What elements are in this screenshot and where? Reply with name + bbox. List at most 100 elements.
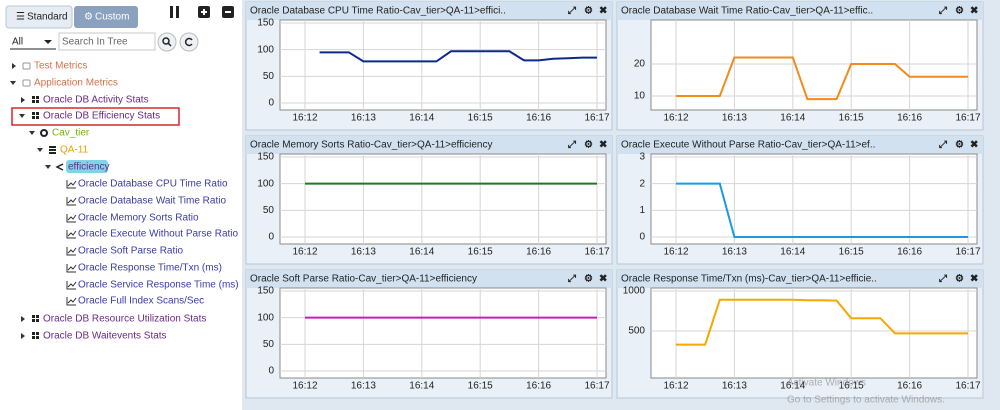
search-input[interactable] <box>58 32 156 51</box>
panel-icon[interactable]: ⚙ <box>955 140 964 151</box>
series-line <box>676 298 968 346</box>
panel-icon[interactable]: ✖ <box>970 274 978 285</box>
series-line <box>319 50 597 63</box>
tree-label[interactable]: efficiency <box>68 162 110 173</box>
tree-label[interactable]: Oracle Soft Parse Ratio <box>78 246 183 257</box>
search-icon <box>162 37 170 45</box>
sidebar <box>0 0 243 410</box>
x-tick-label: 16:14 <box>409 381 434 392</box>
x-tick-label: 16:12 <box>663 381 688 392</box>
panel-icon[interactable]: ⤢ <box>568 6 576 17</box>
tree-caret[interactable] <box>21 316 25 322</box>
panel-header <box>246 270 612 288</box>
tab-label: Custom <box>95 12 129 23</box>
refresh-button[interactable] <box>179 32 199 52</box>
series-line <box>676 182 968 238</box>
share-icon <box>55 163 64 171</box>
tree-caret[interactable] <box>29 131 35 135</box>
x-tick-label: 16:13 <box>351 113 376 124</box>
x-tick-label: 16:17 <box>955 113 980 124</box>
tree-label[interactable]: Oracle Full Index Scans/Sec <box>78 296 204 307</box>
panel-icon[interactable]: ⤢ <box>568 274 576 285</box>
tree-caret[interactable] <box>37 148 43 152</box>
x-tick-label: 16:15 <box>468 113 493 124</box>
panel-icon[interactable]: ⚙ <box>955 274 964 285</box>
tree-label[interactable]: Oracle Memory Sorts Ratio <box>78 213 199 224</box>
x-tick-label: 16:12 <box>663 113 688 124</box>
x-tick-label: 16:12 <box>663 247 688 258</box>
x-tick-label: 16:14 <box>409 113 434 124</box>
panel-icon[interactable]: ⤢ <box>939 274 947 285</box>
metric-icon <box>66 214 77 223</box>
tree-label[interactable]: Application Metrics <box>34 78 118 89</box>
pause-icon[interactable] <box>170 6 173 18</box>
filter-select[interactable]: All <box>12 37 23 48</box>
x-tick-label: 16:14 <box>780 247 805 258</box>
tree-label[interactable]: Oracle Execute Without Parse Ratio <box>78 229 239 240</box>
tab-standard[interactable] <box>5 5 73 29</box>
panel-icon[interactable]: ✖ <box>970 6 978 17</box>
tree-label[interactable]: Oracle DB Activity Stats <box>43 95 149 106</box>
tab-custom[interactable] <box>74 6 138 28</box>
x-tick-label: 16:14 <box>780 381 805 392</box>
watermark: Activate Windows <box>787 378 866 389</box>
panel-icon[interactable]: ✖ <box>599 6 607 17</box>
tree-label[interactable]: Oracle DB Resource Utilization Stats <box>43 314 206 325</box>
tree-label[interactable]: Oracle Database CPU Time Ratio <box>78 179 228 190</box>
tree-caret[interactable] <box>45 165 51 169</box>
tree-label[interactable]: Oracle Service Response Time (ms) <box>78 280 239 291</box>
y-tick-label: 100 <box>257 178 274 189</box>
folder-icon <box>22 79 31 87</box>
server-icon <box>49 146 56 154</box>
panel-icon[interactable]: ⚙ <box>584 140 593 151</box>
y-tick-label: 1000 <box>623 286 646 297</box>
x-tick-label: 16:12 <box>292 113 317 124</box>
panel-icon[interactable]: ⤢ <box>568 140 576 151</box>
tree-label[interactable]: Cav_tier <box>52 128 90 139</box>
x-tick-label: 16:17 <box>955 247 980 258</box>
node-highlight <box>66 160 108 173</box>
plot-area <box>279 19 607 111</box>
y-tick-label: 100 <box>257 44 274 55</box>
x-tick-label: 16:15 <box>839 381 864 392</box>
x-tick-label: 16:15 <box>468 247 493 258</box>
y-tick-label: 3 <box>639 152 645 163</box>
tree-label[interactable]: Test Metrics <box>34 61 87 72</box>
tree-caret[interactable] <box>21 97 25 103</box>
tree-caret[interactable] <box>10 81 16 85</box>
y-tick-label: 50 <box>263 71 275 82</box>
tree-label[interactable]: QA-11 <box>60 145 89 156</box>
panel-icon[interactable]: ⤢ <box>939 140 947 151</box>
metric-icon <box>66 247 77 256</box>
tree-caret[interactable] <box>12 63 16 69</box>
y-tick-label: 0 <box>268 366 274 377</box>
chart-title: Oracle Memory Sorts Ratio-Cav_tier>QA-11… <box>250 140 493 151</box>
panel-icon[interactable]: ⤢ <box>939 6 947 17</box>
tree-label[interactable]: Oracle DB Efficiency Stats <box>43 111 160 122</box>
x-tick-label: 16:13 <box>351 247 376 258</box>
tree-label[interactable]: Oracle Database Wait Time Ratio <box>78 196 226 207</box>
tree-label[interactable]: Oracle Response Time/Txn (ms) <box>78 263 222 274</box>
x-tick-label: 16:13 <box>722 113 747 124</box>
y-tick-label: 10 <box>634 91 646 102</box>
panel-icon[interactable]: ✖ <box>599 274 607 285</box>
y-tick-label: 500 <box>628 326 645 337</box>
tree-caret[interactable] <box>21 333 25 339</box>
panel-icon[interactable]: ✖ <box>599 140 607 151</box>
y-tick-label: 20 <box>634 59 646 70</box>
panel-icon[interactable]: ⚙ <box>584 274 593 285</box>
panel-icon[interactable]: ⚙ <box>584 6 593 17</box>
refresh-icon <box>184 37 193 47</box>
x-tick-label: 16:13 <box>351 381 376 392</box>
tree-label[interactable]: Oracle DB Waitevents Stats <box>43 331 167 342</box>
panel-header <box>617 2 983 20</box>
chart-title: Oracle Database CPU Time Ratio-Cav_tier>… <box>250 6 506 17</box>
panel-icon[interactable]: ✖ <box>970 140 978 151</box>
tree-caret[interactable] <box>19 114 25 118</box>
series-line <box>676 56 968 101</box>
x-tick-label: 16:12 <box>292 247 317 258</box>
panel-icon[interactable]: ⚙ <box>955 6 964 17</box>
x-tick-label: 16:15 <box>839 113 864 124</box>
search-button[interactable] <box>157 32 177 52</box>
